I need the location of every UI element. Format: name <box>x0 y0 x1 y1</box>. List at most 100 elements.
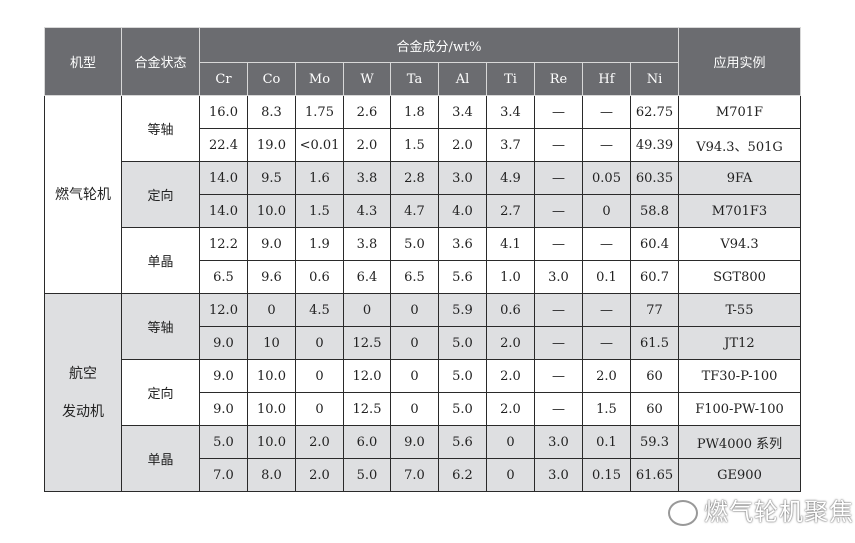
value-cell-w: 6.0 <box>343 425 391 459</box>
value-cell-ta: 1.5 <box>390 128 439 162</box>
table-row: 单晶 12.2 9.0 1.9 3.8 5.0 3.6 4.1— —60.4 V94.3 <box>45 227 801 294</box>
value-cell-cr: 22.4 <box>199 128 248 162</box>
table-row: 单晶 5.0 10.0 2.0 6.0 9.0 5.6 0 3.0 0.1 59.3 PW4000 系… <box>45 425 801 492</box>
application-cell: PW4000 系列 <box>678 425 801 459</box>
value-cell-al: 4.0 <box>438 194 487 228</box>
value-cell-al: 5.0 <box>438 326 487 360</box>
value-cell-al: 5.6 <box>438 260 487 294</box>
value-cell-ni: 58.8 <box>630 194 679 228</box>
table-row: 燃气轮机 等轴 16.0 8.3 1.75 2.6 1.8 3.4 3.4— —62.75 M701… <box>44 95 801 294</box>
value-cell-mo: 0 <box>295 359 344 393</box>
value-cell-ta: 0 <box>390 326 439 360</box>
value-cell-co: 10.0 <box>247 392 296 426</box>
watermark-text: 燃气轮机聚焦 <box>704 498 854 526</box>
value-cell-ti: 1.0 <box>486 260 535 294</box>
value-cell-hf: 1.5 <box>582 392 631 426</box>
table-row: 22.4 19.0 <0.01 2.0 1.5 2.0 3.7— —49.39 V94.3、50… <box>45 128 801 162</box>
table-row: 航空 发动机 等轴 12.0 0 4.5 0 0 5.9 0.6— —77 T-55 <box>44 293 801 492</box>
value-cell-ti: 0 <box>486 425 535 459</box>
value-cell-cr: 9.0 <box>199 326 248 360</box>
header-element-ta: Ta <box>390 62 439 96</box>
value-cell-ta: 6.5 <box>390 260 439 294</box>
application-cell: TF30-P-100 <box>678 359 801 393</box>
value-cell-al: 3.4 <box>438 95 487 129</box>
value-cell-ti: 2.7 <box>486 194 535 228</box>
header-element-ti: Ti <box>486 62 535 96</box>
value-cell-cr: 12.2 <box>199 227 248 261</box>
value-cell-hf: 2.0 <box>582 359 631 393</box>
value-cell-co: 9.6 <box>247 260 296 294</box>
value-cell-ta: 2.8 <box>390 161 439 195</box>
value-cell-re: 3.0 <box>534 260 583 294</box>
value-cell-hf: 0.1 <box>582 425 631 459</box>
value-cell-ta: 0 <box>390 359 439 393</box>
value-cell-al: 5.9 <box>438 293 487 327</box>
value-cell-al: 3.0 <box>438 161 487 195</box>
header-composition: 合金成分/wt% <box>199 27 679 63</box>
value-cell-co: 19.0 <box>247 128 296 162</box>
header-alloy-state: 合金状态 <box>121 27 200 96</box>
value-cell-ti: 2.0 <box>486 326 535 360</box>
application-cell: GE900 <box>678 458 801 492</box>
value-cell-co: 8.3 <box>247 95 296 129</box>
value-cell-re: — <box>534 161 583 195</box>
value-cell-ni: 77 <box>630 293 679 327</box>
table-row: 7.0 8.0 2.0 5.0 7.0 6.2 0 3.0 0.15 61.65 GE900 <box>45 458 801 492</box>
value-cell-hf: 0.05 <box>582 161 631 195</box>
value-cell-al: 5.0 <box>438 392 487 426</box>
alloy-state-cell: 等轴 <box>121 293 200 360</box>
value-cell-al: 5.0 <box>438 359 487 393</box>
alloy-composition-table: 机型 合金状态 合金成分/wt% 应用实例 Cr Co Mo W Ta Al Ti Re Hf N… <box>44 27 801 492</box>
value-cell-mo: 0 <box>295 392 344 426</box>
value-cell-ta: 0 <box>390 293 439 327</box>
value-cell-hf: 0.1 <box>582 260 631 294</box>
value-cell-ni: 61.5 <box>630 326 679 360</box>
value-cell-cr: 6.5 <box>199 260 248 294</box>
header-application: 应用实例 <box>678 27 801 96</box>
value-cell-ni: 60.4 <box>630 227 679 261</box>
value-cell-re: — <box>534 95 583 129</box>
application-cell: M701F3 <box>678 194 801 228</box>
table-row: 14.0 10.0 1.5 4.3 4.7 4.0 2.7—0 58.8 M701F3 <box>45 194 801 228</box>
value-cell-ti: 3.4 <box>486 95 535 129</box>
value-cell-w: 4.3 <box>343 194 391 228</box>
value-cell-hf: 0.15 <box>582 458 631 492</box>
value-cell-mo: 2.0 <box>295 425 344 459</box>
value-cell-w: 3.8 <box>343 227 391 261</box>
value-cell-ni: 60 <box>630 392 679 426</box>
value-cell-cr: 5.0 <box>199 425 248 459</box>
header-element-mo: Mo <box>295 62 344 96</box>
value-cell-re: — <box>534 128 583 162</box>
value-cell-ti: 4.9 <box>486 161 535 195</box>
header-element-re: Re <box>534 62 583 96</box>
value-cell-ni: 60.7 <box>630 260 679 294</box>
application-cell: V94.3、501G <box>678 128 801 162</box>
value-cell-w: 0 <box>343 293 391 327</box>
value-cell-cr: 12.0 <box>199 293 248 327</box>
table-row: 6.5 9.6 0.6 6.4 6.5 5.6 1.0 3.0 0.1 60.7 SGT800 <box>45 260 801 294</box>
wechat-icon <box>668 500 698 526</box>
value-cell-ti: 4.1 <box>486 227 535 261</box>
table-row: 定向 9.0 10.0 0 12.0 0 5.0 2.0—2.0 60 TF30-P-100 <box>45 359 801 426</box>
value-cell-cr: 14.0 <box>199 161 248 195</box>
value-cell-al: 3.6 <box>438 227 487 261</box>
value-cell-al: 6.2 <box>438 458 487 492</box>
value-cell-ni: 60.35 <box>630 161 679 195</box>
value-cell-hf: — <box>582 128 631 162</box>
header-element-w: W <box>343 62 391 96</box>
table-row: 定向 14.0 9.5 1.6 3.8 2.8 3.0 4.9—0.05 60.35 9FA <box>45 161 801 228</box>
machine-type-cell: 航空 发动机 <box>44 293 122 492</box>
alloy-state-cell: 等轴 <box>121 95 200 162</box>
value-cell-w: 6.4 <box>343 260 391 294</box>
application-cell: M701F <box>678 95 801 129</box>
value-cell-re: — <box>534 392 583 426</box>
value-cell-cr: 9.0 <box>199 359 248 393</box>
value-cell-mo: 1.75 <box>295 95 344 129</box>
value-cell-ni: 61.65 <box>630 458 679 492</box>
value-cell-co: 8.0 <box>247 458 296 492</box>
value-cell-al: 2.0 <box>438 128 487 162</box>
value-cell-cr: 14.0 <box>199 194 248 228</box>
value-cell-ta: 4.7 <box>390 194 439 228</box>
value-cell-mo: 1.5 <box>295 194 344 228</box>
machine-type-cell: 燃气轮机 <box>44 95 122 294</box>
